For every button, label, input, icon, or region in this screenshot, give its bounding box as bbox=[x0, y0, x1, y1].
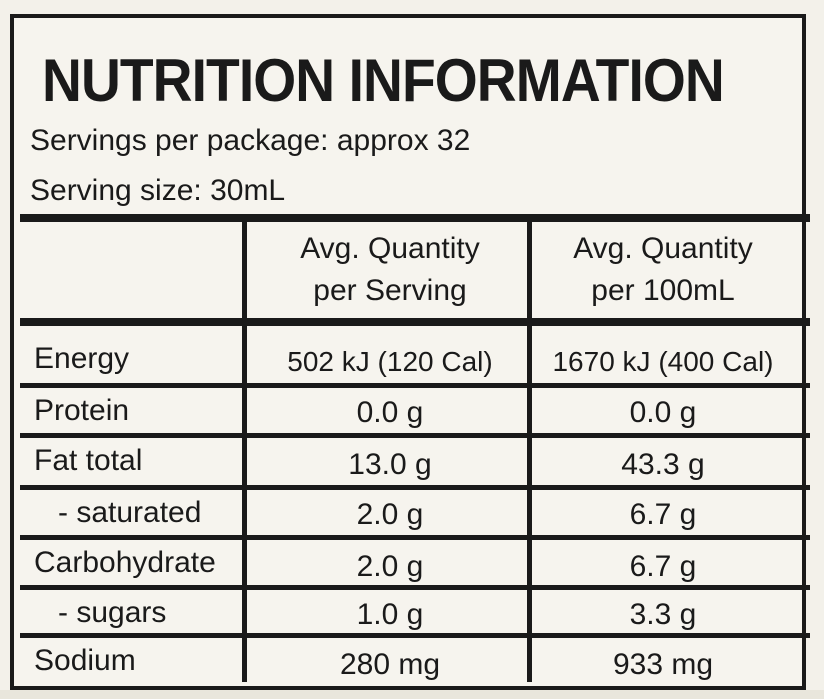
nutrient-sodium: Sodium bbox=[34, 644, 136, 677]
protein-per-serving: 0.0 g bbox=[356, 396, 424, 429]
nutrient-sugars: - sugars bbox=[58, 596, 167, 629]
rule bbox=[20, 585, 810, 590]
header-per-100ml-line2: per 100mL bbox=[591, 274, 735, 307]
rule bbox=[20, 535, 810, 540]
carbohydrate-per-100ml: 6.7 g bbox=[629, 550, 697, 583]
sugars-per-serving: 1.0 g bbox=[356, 598, 424, 631]
rule bbox=[20, 383, 810, 388]
nutrient-fat-total: Fat total bbox=[34, 444, 143, 477]
fat-per-serving: 13.0 g bbox=[348, 448, 432, 481]
nutrient-energy: Energy bbox=[34, 342, 130, 375]
sodium-per-serving: 280 mg bbox=[339, 648, 441, 681]
fat-per-100ml: 43.3 g bbox=[621, 448, 705, 481]
nutrient-saturated: - saturated bbox=[58, 496, 202, 529]
label-title: NUTRITION INFORMATION bbox=[42, 47, 725, 114]
nutrient-protein: Protein bbox=[34, 394, 130, 427]
nutrient-carbohydrate: Carbohydrate bbox=[34, 546, 216, 579]
energy-per-serving: 502 kJ (120 Cal) bbox=[287, 346, 493, 377]
saturated-per-serving: 2.0 g bbox=[356, 498, 424, 531]
rule-thick-top bbox=[20, 214, 810, 222]
column-divider bbox=[242, 222, 247, 682]
header-per-serving-line1: Avg. Quantity bbox=[300, 232, 480, 265]
header-per-serving-line2: per Serving bbox=[313, 274, 467, 307]
rule bbox=[20, 633, 810, 638]
package-edge bbox=[0, 690, 824, 699]
saturated-per-100ml: 6.7 g bbox=[629, 498, 697, 531]
energy-per-100ml: 1670 kJ (400 Cal) bbox=[552, 346, 774, 377]
nutrition-panel bbox=[10, 14, 806, 690]
protein-per-100ml: 0.0 g bbox=[629, 396, 697, 429]
column-divider bbox=[527, 222, 532, 682]
servings-per-package: Servings per package: approx 32 bbox=[30, 124, 471, 157]
header-per-100ml-line1: Avg. Quantity bbox=[573, 232, 753, 265]
sodium-per-100ml: 933 mg bbox=[612, 648, 714, 681]
rule-thick-header bbox=[20, 318, 810, 326]
serving-size: Serving size: 30mL bbox=[30, 174, 286, 207]
rule bbox=[20, 485, 810, 490]
sugars-per-100ml: 3.3 g bbox=[629, 598, 697, 631]
rule bbox=[20, 433, 810, 438]
carbohydrate-per-serving: 2.0 g bbox=[356, 550, 424, 583]
